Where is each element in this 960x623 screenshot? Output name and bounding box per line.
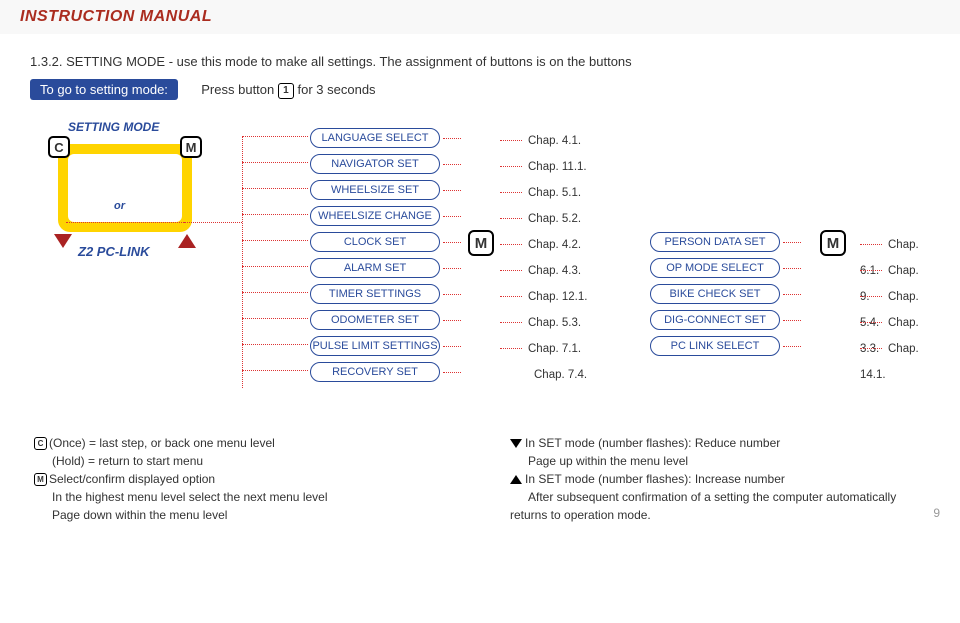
- menu-pill: WHEELSIZE SET: [310, 180, 440, 200]
- m-badge-1: M: [468, 230, 494, 256]
- chapter-ref: Chap. 5.2.: [500, 206, 587, 232]
- note-line: MSelect/confirm displayed option: [34, 470, 450, 488]
- press-instruction: Press button 1 for 3 seconds: [201, 82, 375, 99]
- chapter-ref: Chap. 11.1.: [500, 154, 587, 180]
- footer-notes: C(Once) = last step, or back one menu le…: [30, 434, 930, 524]
- chapter-column-1: Chap. 4.1.Chap. 11.1.Chap. 5.1.Chap. 5.2…: [500, 128, 587, 388]
- note-text: In SET mode (number flashes): Increase n…: [525, 472, 785, 486]
- connector: [66, 222, 184, 223]
- chapter-ref: Chap. 14.1.: [860, 336, 930, 362]
- menu-pill: ODOMETER SET: [310, 310, 440, 330]
- chapter-column-2: Chap. 6.1.Chap. 9.Chap. 5.4.Chap. 3.3.Ch…: [860, 232, 930, 362]
- note-line: Page up within the menu level: [510, 452, 926, 470]
- header-bar: INSTRUCTION MANUAL: [0, 0, 960, 34]
- note-text: (Once) = last step, or back one menu lev…: [49, 436, 275, 450]
- connector: [242, 136, 243, 388]
- menu-pill: WHEELSIZE CHANGE: [310, 206, 440, 226]
- note-line: C(Once) = last step, or back one menu le…: [34, 434, 450, 452]
- chapter-ref: Chap. 4.1.: [500, 128, 587, 154]
- menu-pill: OP MODE SELECT: [650, 258, 780, 278]
- goto-label: To go to setting mode:: [30, 79, 178, 100]
- connector: [242, 292, 308, 293]
- device-ring: [58, 144, 192, 232]
- connector: [242, 266, 308, 267]
- note-text: Select/confirm displayed option: [49, 472, 215, 486]
- chapter-ref: Chap. 6.1.: [860, 232, 930, 258]
- menu-pill: TIMER SETTINGS: [310, 284, 440, 304]
- menu-pill: DIG-CONNECT SET: [650, 310, 780, 330]
- chapter-ref: Chap. 7.4.: [500, 362, 587, 388]
- menu-column-2: PERSON DATA SET OP MODE SELECT BIKE CHECK …: [650, 232, 780, 362]
- diagram: SETTING MODE C M or Z2 PC-LINK LANGUAGE …: [30, 114, 930, 434]
- connector: [242, 188, 308, 189]
- note-line: In the highest menu level select the nex…: [34, 488, 450, 506]
- m-badge-2: M: [820, 230, 846, 256]
- note-line: After subsequent confirmation of a setti…: [510, 488, 926, 524]
- notes-right: In SET mode (number flashes): Reduce num…: [510, 434, 926, 524]
- connector: [242, 344, 308, 345]
- note-line: In SET mode (number flashes): Increase n…: [510, 470, 926, 488]
- connector: [242, 162, 308, 163]
- note-line: Page down within the menu level: [34, 506, 450, 524]
- chapter-ref: Chap. 3.3.: [860, 310, 930, 336]
- connector: [242, 240, 308, 241]
- c-key-icon: C: [34, 437, 47, 450]
- chapter-ref: Chap. 5.3.: [500, 310, 587, 336]
- note-text: In the highest menu level select the nex…: [52, 490, 328, 504]
- press-post: for 3 seconds: [298, 82, 376, 97]
- down-triangle-icon: [510, 439, 522, 448]
- setting-mode-label: SETTING MODE: [68, 120, 220, 134]
- press-pre: Press button: [201, 82, 274, 97]
- chapter-ref: Chap. 4.2.: [500, 232, 587, 258]
- menu-pill: PC LINK SELECT: [650, 336, 780, 356]
- up-triangle-icon: [510, 475, 522, 484]
- page-content: 1.3.2. SETTING MODE - use this mode to m…: [0, 34, 960, 524]
- note-text: Page down within the menu level: [52, 508, 227, 522]
- up-icon: [178, 234, 196, 248]
- down-icon: [54, 234, 72, 248]
- connector: [242, 318, 308, 319]
- note-line: (Hold) = return to start menu: [34, 452, 450, 470]
- device-body: C M or: [50, 138, 200, 248]
- note-text: (Hold) = return to start menu: [52, 454, 203, 468]
- menu-pill: PULSE LIMIT SETTINGS: [310, 336, 440, 356]
- menu-pill: LANGUAGE SELECT: [310, 128, 440, 148]
- chapter-ref: Chap. 7.1.: [500, 336, 587, 362]
- connector: [242, 136, 308, 137]
- key-1-icon: 1: [278, 83, 294, 99]
- notes-left: C(Once) = last step, or back one menu le…: [34, 434, 450, 524]
- page-number: 9: [933, 506, 940, 520]
- menu-pill: CLOCK SET: [310, 232, 440, 252]
- connector: [242, 214, 308, 215]
- note-text: In SET mode (number flashes): Reduce num…: [525, 436, 780, 450]
- or-label: or: [114, 200, 125, 212]
- menu-column-1: LANGUAGE SELECT NAVIGATOR SET WHEELSIZE SE…: [310, 128, 440, 388]
- menu-pill: RECOVERY SET: [310, 362, 440, 382]
- note-line: In SET mode (number flashes): Reduce num…: [510, 434, 926, 452]
- chapter-ref: Chap. 5.1.: [500, 180, 587, 206]
- note-text: After subsequent confirmation of a setti…: [510, 490, 896, 522]
- intro-line: 1.3.2. SETTING MODE - use this mode to m…: [30, 54, 930, 69]
- menu-pill: NAVIGATOR SET: [310, 154, 440, 174]
- chapter-ref: Chap. 4.3.: [500, 258, 587, 284]
- menu-pill: PERSON DATA SET: [650, 232, 780, 252]
- m-key-icon: M: [34, 473, 47, 486]
- menu-pill: ALARM SET: [310, 258, 440, 278]
- button-m: M: [180, 136, 202, 158]
- menu-pill: BIKE CHECK SET: [650, 284, 780, 304]
- button-c: C: [48, 136, 70, 158]
- chapter-ref: Chap. 9.: [860, 258, 930, 284]
- connector: [242, 370, 308, 371]
- chapter-ref: Chap. 12.1.: [500, 284, 587, 310]
- note-text: Page up within the menu level: [528, 454, 688, 468]
- connector: [184, 222, 242, 223]
- chapter-ref: Chap. 5.4.: [860, 284, 930, 310]
- z2-pclink-label: Z2 PC-LINK: [78, 244, 150, 259]
- device: SETTING MODE C M or Z2 PC-LINK: [50, 120, 220, 248]
- header-title: INSTRUCTION MANUAL: [20, 8, 212, 26]
